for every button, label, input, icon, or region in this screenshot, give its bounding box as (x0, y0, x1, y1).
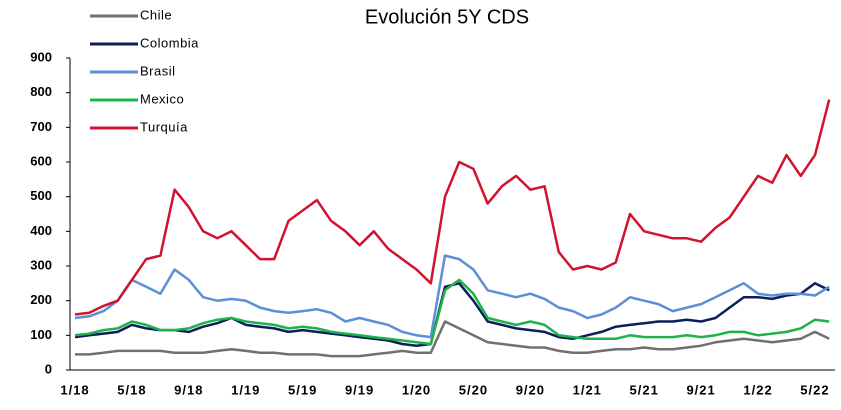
x-tick-label: 5/20 (459, 382, 488, 397)
x-tick-label: 1/20 (402, 382, 431, 397)
legend-label: Brasil (140, 63, 176, 78)
x-tick-label: 9/19 (345, 382, 374, 397)
x-tick-label: 5/18 (117, 382, 146, 397)
x-tick-label: 1/18 (60, 382, 89, 397)
legend-label: Turquía (140, 119, 188, 134)
y-tick-label: 100 (30, 327, 52, 342)
series-line (74, 254, 830, 339)
chart-title: Evolución 5Y CDS (365, 6, 529, 28)
series-line (74, 278, 830, 346)
x-tick-label: 9/18 (174, 382, 203, 397)
y-tick-label: 600 (30, 153, 52, 168)
x-tick-label: 9/21 (686, 382, 715, 397)
x-tick-label: 1/22 (743, 382, 772, 397)
y-tick-label: 0 (45, 361, 52, 376)
series-line (74, 99, 831, 316)
x-tick-label: 5/21 (630, 382, 659, 397)
legend-label: Colombia (140, 35, 199, 50)
y-tick-label: 700 (30, 119, 52, 134)
y-tick-label: 500 (30, 188, 52, 203)
x-tick-label: 1/19 (231, 382, 260, 397)
x-tick-label: 5/22 (800, 382, 829, 397)
y-tick-label: 900 (30, 49, 52, 64)
y-tick-label: 800 (30, 84, 52, 99)
x-tick-label: 1/21 (573, 382, 602, 397)
legend-label: Chile (140, 7, 172, 22)
y-tick-label: 400 (30, 223, 52, 238)
series-line (75, 320, 830, 358)
legend-label: Mexico (140, 91, 184, 106)
x-tick-label: 9/20 (516, 382, 545, 397)
y-tick-label: 300 (30, 257, 52, 272)
y-tick-label: 200 (30, 292, 52, 307)
x-tick-label: 5/19 (288, 382, 317, 397)
